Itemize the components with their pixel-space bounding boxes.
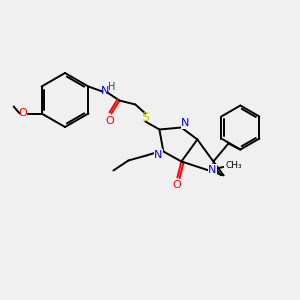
Text: N: N bbox=[154, 149, 163, 160]
Text: CH₃: CH₃ bbox=[225, 161, 242, 170]
Text: S: S bbox=[141, 111, 149, 124]
Text: O: O bbox=[105, 116, 114, 125]
Text: O: O bbox=[172, 181, 181, 190]
Text: O: O bbox=[19, 109, 28, 118]
Text: N: N bbox=[101, 85, 110, 95]
Text: N: N bbox=[181, 118, 190, 128]
Text: N: N bbox=[208, 165, 216, 175]
Text: H: H bbox=[108, 82, 115, 92]
